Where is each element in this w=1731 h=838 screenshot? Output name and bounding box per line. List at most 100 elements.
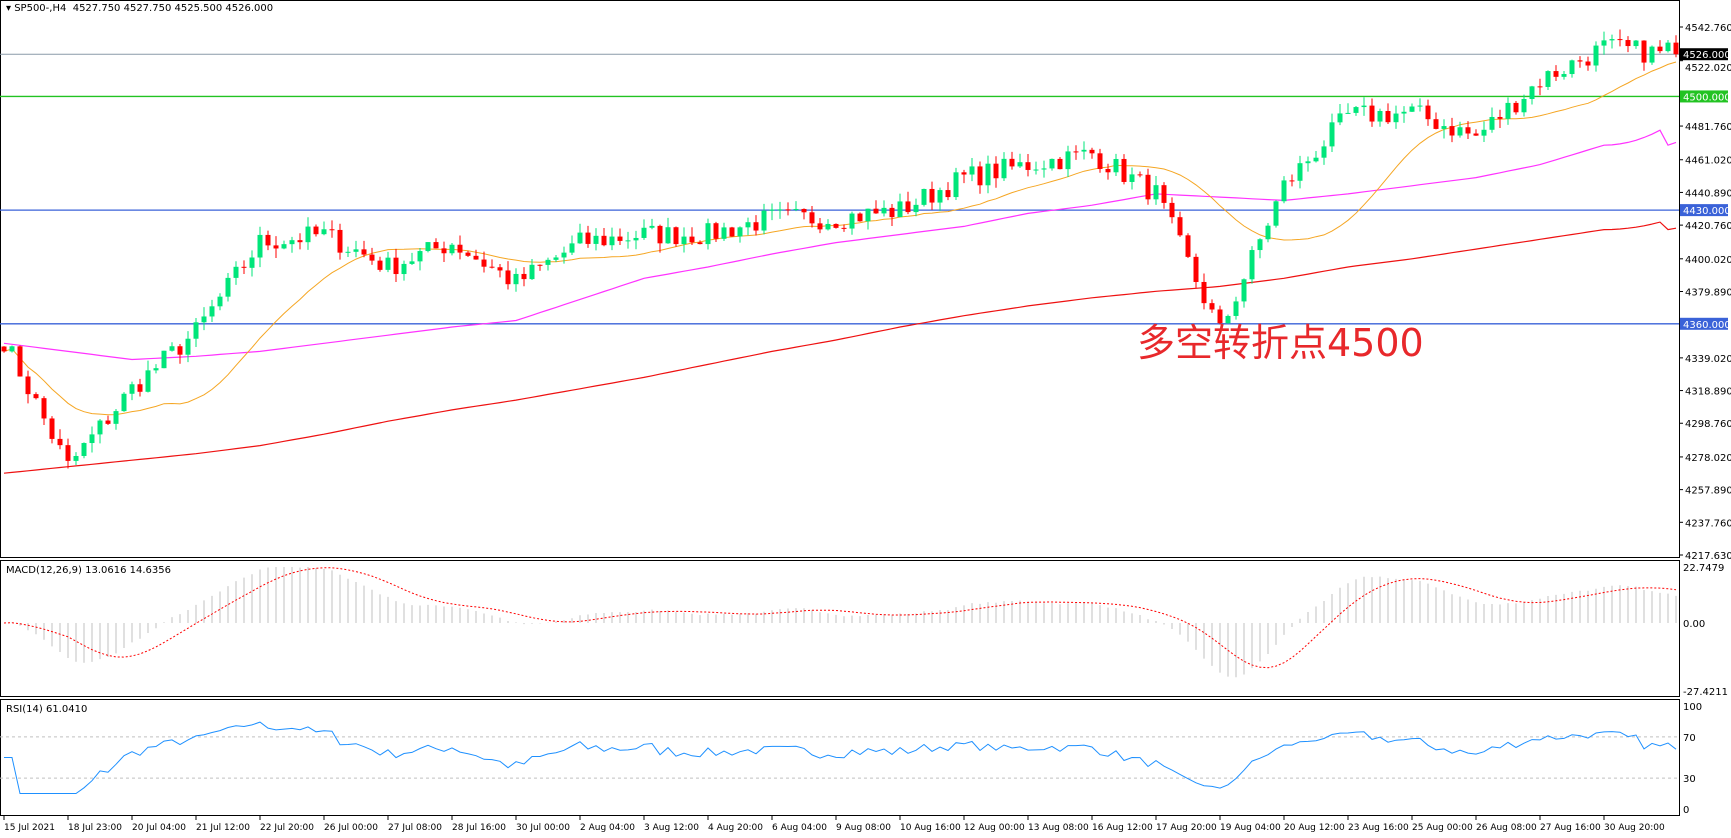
- candle-body: [1529, 86, 1535, 99]
- candle: [1393, 105, 1399, 129]
- candle: [1217, 305, 1223, 325]
- candle-body: [1361, 105, 1367, 108]
- candle: [1001, 152, 1007, 182]
- candle: [1577, 56, 1583, 68]
- candle: [545, 257, 551, 271]
- ma-fast-line: [3, 61, 1677, 416]
- candle-body: [729, 227, 735, 237]
- candle-body: [1505, 102, 1511, 119]
- candle: [633, 230, 639, 250]
- candle: [97, 419, 103, 444]
- x-tick-label: 10 Aug 16:00: [900, 823, 961, 833]
- candle: [753, 215, 759, 236]
- candle-body: [225, 277, 231, 297]
- candle: [57, 429, 63, 450]
- candle: [457, 235, 463, 260]
- candle-body: [1673, 42, 1679, 55]
- candle-body: [273, 245, 279, 249]
- candle: [65, 438, 71, 469]
- x-tick-label: 28 Jul 16:00: [452, 823, 506, 833]
- candle: [945, 182, 951, 201]
- candle-body: [1209, 303, 1215, 310]
- candle-body: [169, 346, 175, 351]
- candle: [1433, 112, 1439, 130]
- candle-body: [217, 296, 223, 307]
- candle: [185, 331, 191, 363]
- collapse-triangle-icon[interactable]: ▾: [6, 3, 15, 14]
- candle-body: [425, 242, 431, 252]
- ma-slow-line: [3, 221, 1677, 474]
- candle-body: [1537, 86, 1543, 88]
- candle: [1241, 278, 1247, 308]
- candle-body: [1561, 74, 1567, 77]
- candle: [873, 200, 879, 214]
- candle: [473, 249, 479, 260]
- y-tick-label: 4461.020: [1685, 156, 1731, 167]
- candle: [961, 169, 967, 184]
- candle: [1409, 103, 1415, 113]
- candle-body: [497, 267, 503, 271]
- candle: [1673, 35, 1679, 58]
- y-tick-label: 4339.020: [1685, 354, 1731, 365]
- candle-body: [297, 240, 303, 243]
- candle: [25, 370, 31, 404]
- candle: [585, 225, 591, 248]
- candle: [1089, 147, 1095, 159]
- candle: [569, 235, 575, 255]
- candle-body: [1401, 111, 1407, 114]
- x-tick-label: 23 Aug 16:00: [1348, 823, 1409, 833]
- level-tag: [1680, 204, 1728, 217]
- rsi-axis-label: 30: [1683, 774, 1696, 785]
- candle: [345, 246, 351, 257]
- rsi-axis-label: 0: [1683, 805, 1689, 816]
- candle-body: [1625, 40, 1631, 47]
- candle: [969, 157, 975, 182]
- candle: [1633, 40, 1639, 49]
- y-tick-label: 4257.890: [1685, 486, 1731, 497]
- candle-body: [921, 188, 927, 205]
- candle: [1457, 121, 1463, 138]
- candle-body: [121, 393, 127, 412]
- candle: [833, 223, 839, 229]
- candle-body: [1, 346, 7, 352]
- candle-body: [617, 236, 623, 241]
- candle: [433, 238, 439, 249]
- candle: [1313, 151, 1319, 163]
- candle-body: [401, 263, 407, 275]
- candle: [865, 208, 871, 230]
- candle-body: [929, 188, 935, 203]
- candle: [657, 224, 663, 253]
- candle-body: [537, 264, 543, 266]
- y-tick-label: 4237.760: [1685, 518, 1731, 529]
- candle-body: [457, 244, 463, 253]
- candle-body: [185, 338, 191, 355]
- candle-body: [97, 420, 103, 435]
- candle: [1041, 160, 1047, 178]
- candle: [1329, 113, 1335, 153]
- x-tick-label: 30 Aug 20:00: [1604, 823, 1665, 833]
- candle: [369, 247, 375, 265]
- candle: [121, 392, 127, 412]
- macd-label: MACD(12,26,9) 13.0616 14.6356: [6, 565, 172, 576]
- y-tick-label: 4318.890: [1685, 387, 1731, 398]
- candle: [449, 243, 455, 256]
- candle-body: [161, 350, 167, 369]
- candle-body: [641, 227, 647, 238]
- candle: [1345, 103, 1351, 114]
- candle-body: [249, 257, 255, 268]
- candle: [1473, 129, 1479, 136]
- candle: [209, 299, 215, 323]
- candle: [489, 259, 495, 269]
- candle-body: [505, 270, 511, 285]
- candle: [625, 231, 631, 249]
- candle-body: [113, 411, 119, 424]
- candle-body: [1345, 112, 1351, 114]
- candle: [361, 240, 367, 258]
- level-tag-label: 4430.000: [1683, 206, 1731, 217]
- candle-body: [49, 418, 55, 439]
- candle: [1121, 154, 1127, 185]
- candle: [705, 218, 711, 250]
- candle: [313, 224, 319, 237]
